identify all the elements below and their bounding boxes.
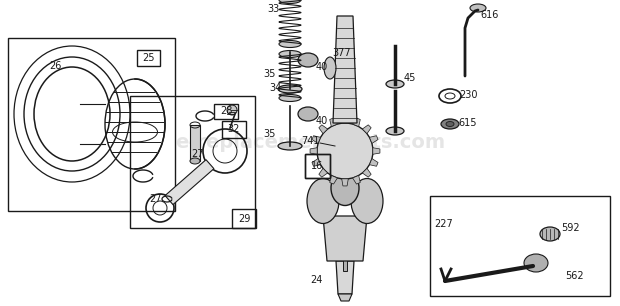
Polygon shape — [319, 125, 327, 134]
Text: 35: 35 — [264, 69, 276, 79]
Circle shape — [227, 105, 237, 115]
Polygon shape — [362, 125, 371, 134]
Text: 377: 377 — [333, 48, 352, 58]
Polygon shape — [330, 118, 337, 127]
Bar — [343, 259, 347, 271]
Polygon shape — [312, 159, 321, 166]
Text: 741: 741 — [301, 136, 319, 146]
Ellipse shape — [298, 53, 318, 67]
Ellipse shape — [524, 254, 548, 272]
Text: 45: 45 — [404, 73, 416, 83]
Polygon shape — [323, 216, 367, 261]
Text: 27: 27 — [192, 149, 204, 159]
Polygon shape — [342, 116, 348, 123]
Text: 24: 24 — [310, 275, 322, 285]
Text: 26: 26 — [49, 61, 61, 71]
Text: 40: 40 — [316, 62, 328, 72]
Text: 615: 615 — [459, 118, 477, 128]
Polygon shape — [165, 160, 214, 205]
Ellipse shape — [446, 121, 454, 126]
Text: 32: 32 — [228, 125, 240, 135]
Ellipse shape — [278, 142, 302, 150]
Text: 34: 34 — [269, 83, 281, 93]
Text: 592: 592 — [560, 223, 579, 233]
Ellipse shape — [386, 127, 404, 135]
Text: 230: 230 — [459, 90, 477, 100]
Polygon shape — [319, 168, 327, 177]
Ellipse shape — [279, 95, 301, 102]
Polygon shape — [333, 16, 357, 123]
Ellipse shape — [386, 80, 404, 88]
Text: 40: 40 — [316, 116, 328, 126]
Ellipse shape — [540, 227, 560, 241]
Ellipse shape — [331, 170, 359, 206]
Polygon shape — [330, 175, 337, 184]
Polygon shape — [353, 175, 360, 184]
Ellipse shape — [279, 50, 301, 58]
Text: 29: 29 — [238, 214, 250, 223]
Polygon shape — [338, 294, 352, 301]
Text: 562: 562 — [565, 271, 584, 281]
Text: e-replacementparts.com: e-replacementparts.com — [175, 133, 445, 152]
Polygon shape — [370, 159, 378, 166]
Text: 227: 227 — [435, 219, 453, 229]
Circle shape — [317, 123, 373, 179]
Ellipse shape — [351, 178, 383, 223]
Text: 27: 27 — [149, 194, 161, 204]
Text: 616: 616 — [481, 10, 499, 20]
Ellipse shape — [441, 119, 459, 129]
Polygon shape — [362, 168, 371, 177]
Text: 33: 33 — [267, 4, 279, 14]
Ellipse shape — [470, 4, 486, 12]
Text: 25: 25 — [142, 53, 155, 63]
Ellipse shape — [278, 85, 302, 93]
Text: 28: 28 — [220, 106, 232, 117]
Polygon shape — [370, 136, 378, 144]
Ellipse shape — [279, 40, 301, 47]
Ellipse shape — [190, 158, 200, 164]
Ellipse shape — [279, 0, 301, 3]
Ellipse shape — [298, 107, 318, 121]
Text: 35: 35 — [264, 129, 276, 139]
Polygon shape — [310, 148, 317, 154]
Polygon shape — [373, 148, 380, 154]
Ellipse shape — [307, 178, 339, 223]
Polygon shape — [353, 118, 360, 127]
Polygon shape — [336, 261, 354, 294]
Text: 16: 16 — [311, 161, 324, 171]
Polygon shape — [342, 179, 348, 186]
Ellipse shape — [324, 57, 336, 79]
Polygon shape — [312, 136, 321, 144]
Bar — [190, 125, 200, 161]
